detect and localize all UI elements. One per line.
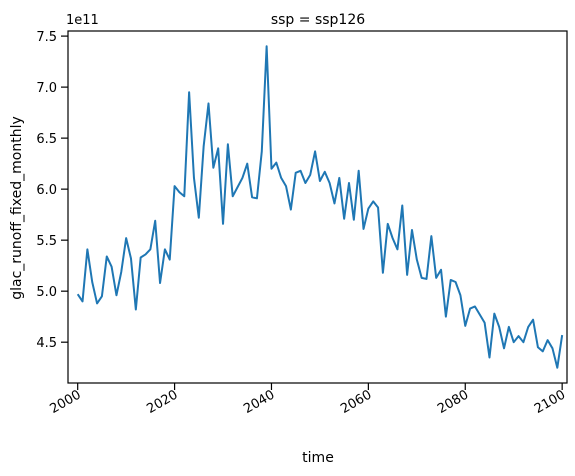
x-tick-label: 2060	[338, 387, 374, 417]
plot-area: 4.5 5.0 5.5 6.0 6.5 7.0 7.5 2000 2020 2040 2060 208…	[36, 30, 568, 417]
y-tick-label: 6.0	[36, 183, 57, 198]
y-tick-label: 7.0	[36, 81, 57, 96]
x-tick-label: 2100	[532, 387, 568, 417]
y-axis-label: glac_runoff_fixed_monthly	[9, 116, 25, 300]
y-tick-label: 5.0	[36, 285, 57, 300]
y-tick-label: 4.5	[36, 336, 57, 351]
chart-title: ssp = ssp126	[271, 12, 365, 28]
y-tick-label: 6.5	[36, 132, 57, 147]
x-tick-label: 2020	[144, 387, 180, 417]
axes-frame	[67, 30, 568, 384]
x-tick-label: 2000	[48, 387, 84, 417]
y-tick-label: 7.5	[36, 30, 57, 45]
x-tick-label: 2080	[435, 387, 471, 417]
x-tick-label: 2040	[241, 387, 277, 417]
x-axis-label: time	[302, 450, 334, 466]
series-line	[76, 45, 564, 369]
y-tick-label: 5.5	[36, 234, 57, 249]
y-offset-text: 1e11	[66, 13, 99, 28]
